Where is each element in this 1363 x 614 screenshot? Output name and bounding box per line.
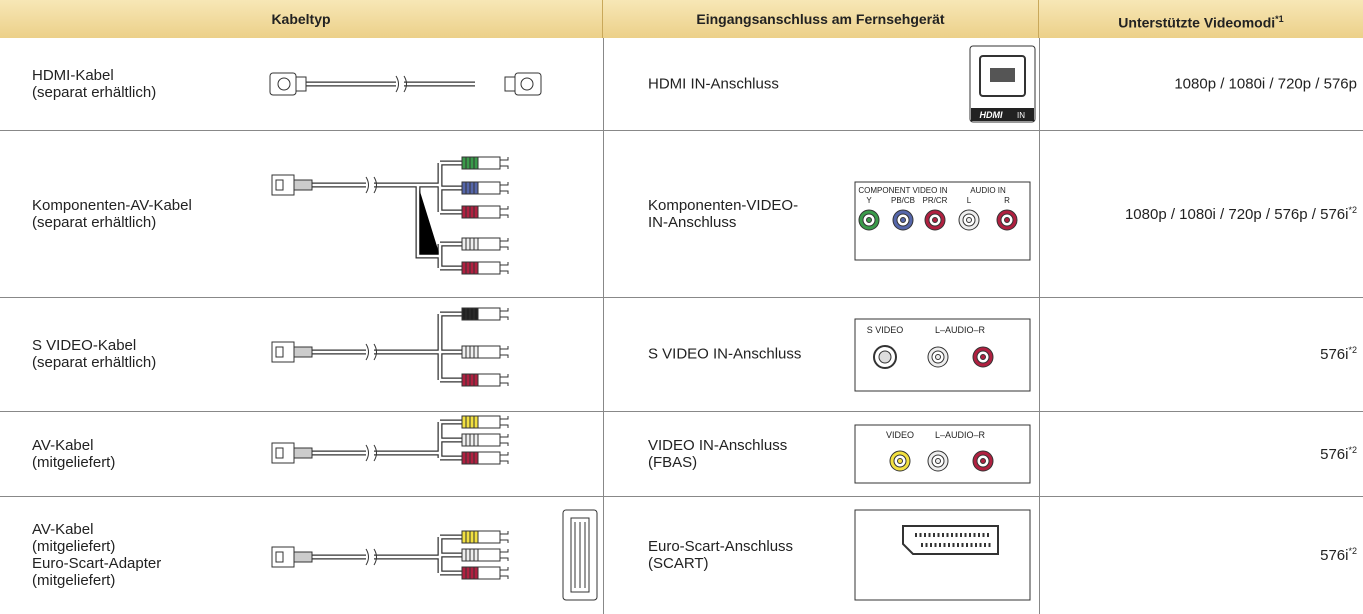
port-label: R	[1004, 196, 1010, 205]
row-divider	[0, 496, 1363, 497]
cable-illustration	[271, 307, 509, 387]
header-cell: Kabeltyp	[0, 0, 603, 38]
cable-illustration	[271, 156, 509, 275]
video-modes: 576i*2	[1320, 546, 1357, 564]
cable-name: HDMI-Kabel (separat erhältlich)	[32, 67, 156, 101]
cable-name: AV-Kabel (mitgeliefert)	[32, 437, 115, 471]
text-line: (mitgeliefert)	[32, 453, 116, 471]
text-line: Euro-Scart-Anschluss	[648, 538, 794, 555]
port-label: IN	[1017, 111, 1025, 120]
text-line: (SCART)	[648, 555, 709, 572]
cable-illustration	[269, 72, 542, 96]
text-line: Komponenten-VIDEO-	[648, 196, 799, 214]
footnote-mark: *2	[1348, 546, 1357, 556]
footnote-mark: *2	[1348, 345, 1357, 355]
modes-text: 576i	[1320, 346, 1349, 363]
modes-text: 576i	[1320, 547, 1349, 564]
text-line: Euro-Scart-Adapter	[32, 555, 162, 572]
port-label: Y	[866, 196, 872, 205]
text-line: AV-Kabel	[32, 521, 94, 538]
video-modes: 1080p / 1080i / 720p / 576p / 576i*2	[1125, 205, 1357, 223]
cable-name: AV-Kabel (mitgeliefert) Euro-Scart-Adapter…	[32, 521, 161, 589]
header-text: Kabeltyp	[271, 11, 331, 27]
text-line: S VIDEO-Kabel	[32, 337, 137, 354]
input-name: Komponenten-VIDEO- IN-Anschluss	[648, 197, 798, 231]
port-label: VIDEO	[886, 430, 914, 440]
column-divider	[1039, 38, 1040, 614]
port-illustration: HDMI IN	[969, 45, 1036, 123]
cable-illustration	[271, 509, 598, 601]
header-cell: Unterstützte Videomodi*1	[1039, 0, 1363, 38]
text-line: (separat erhältlich)	[32, 84, 157, 101]
text-line: S VIDEO IN-Anschluss	[648, 345, 802, 363]
text-line: (separat erhältlich)	[32, 354, 157, 371]
port-illustration: VIDEO L–AUDIO–R	[854, 424, 1031, 484]
header-text: Unterstützte Videomodi	[1118, 14, 1276, 31]
text-line: (FBAS)	[648, 453, 698, 471]
port-label: COMPONENT VIDEO IN	[858, 186, 947, 195]
modes-text: 576i	[1320, 445, 1349, 463]
port-illustration: S VIDEO L–AUDIO–R	[854, 318, 1031, 392]
text-line: (separat erhältlich)	[32, 213, 157, 231]
footnote-mark: *2	[1348, 204, 1357, 215]
footnote-mark: *1	[1275, 14, 1284, 24]
cable-name: Komponenten-AV-Kabel (separat erhältlich)	[32, 197, 192, 231]
text-line: AV-Kabel	[32, 436, 94, 454]
text-line: HDMI-Kabel	[32, 67, 114, 84]
port-label: L–AUDIO–R	[935, 430, 986, 440]
input-name: S VIDEO IN-Anschluss	[648, 346, 801, 363]
modes-text: 1080p / 1080i / 720p / 576p / 576i	[1124, 205, 1349, 223]
text-line: VIDEO IN-Anschluss	[648, 436, 788, 454]
port-label: AUDIO IN	[970, 186, 1006, 195]
cable-illustration	[271, 415, 509, 465]
port-label: S VIDEO	[867, 325, 904, 335]
header-text: Eingangsanschluss am Fernsehgerät	[696, 11, 945, 27]
modes-text: 1080p / 1080i / 720p / 576p	[1174, 75, 1357, 93]
input-name: Euro-Scart-Anschluss (SCART)	[648, 538, 793, 572]
port-label: PB/CB	[891, 196, 915, 205]
text-line: IN-Anschluss	[648, 213, 737, 231]
column-divider	[603, 38, 604, 614]
text-line: (mitgeliefert)	[32, 538, 116, 555]
video-modes: 1080p / 1080i / 720p / 576p	[1174, 76, 1357, 93]
input-name: VIDEO IN-Anschluss (FBAS)	[648, 437, 787, 471]
row-divider	[0, 130, 1363, 131]
video-modes: 576i*2	[1320, 345, 1357, 363]
port-label: L	[967, 196, 972, 205]
port-label: L–AUDIO–R	[935, 325, 986, 335]
text-line: Komponenten-AV-Kabel	[32, 196, 192, 214]
port-illustration: COMPONENT VIDEO IN AUDIO IN Y PB/CB PR/C…	[854, 181, 1031, 261]
port-label: PR/CR	[923, 196, 948, 205]
port-illustration	[854, 509, 1031, 601]
row-divider	[0, 411, 1363, 412]
video-modes: 576i*2	[1320, 445, 1357, 463]
cable-name: S VIDEO-Kabel (separat erhältlich)	[32, 337, 156, 371]
text-line: (mitgeliefert)	[32, 572, 116, 589]
port-label: HDMI	[980, 110, 1003, 120]
input-name: HDMI IN-Anschluss	[648, 76, 779, 93]
text-line: HDMI IN-Anschluss	[648, 75, 779, 93]
header-cell: Eingangsanschluss am Fernsehgerät	[603, 0, 1039, 38]
row-divider	[0, 297, 1363, 298]
footnote-mark: *2	[1348, 444, 1357, 455]
